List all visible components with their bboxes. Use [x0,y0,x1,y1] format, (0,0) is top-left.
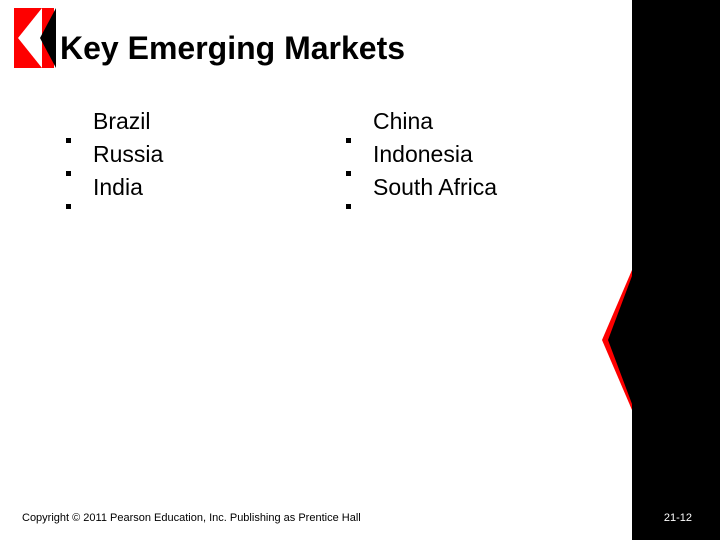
copyright-text: Copyright © 2011 Pearson Education, Inc.… [22,512,361,524]
list-item-label: Russia [93,141,163,168]
back-arrow-icon [14,8,54,68]
list-item: South Africa [340,174,620,201]
right-column: China Indonesia South Africa [340,108,620,207]
bullet-icon [66,138,71,143]
content-columns: Brazil Russia India China Indonesia Sout… [60,108,620,207]
list-item-label: Indonesia [373,141,473,168]
list-item-label: India [93,174,143,201]
right-black-strip [632,0,720,540]
bullet-icon [346,171,351,176]
list-item: Brazil [60,108,340,135]
left-column: Brazil Russia India [60,108,340,207]
bullet-icon [346,204,351,209]
bullet-icon [66,204,71,209]
list-item: Indonesia [340,141,620,168]
right-notch-black [608,276,632,404]
list-item-label: Brazil [93,108,151,135]
bullet-icon [66,171,71,176]
page-number: 21-12 [664,512,692,524]
bullet-icon [346,138,351,143]
list-item: Russia [60,141,340,168]
list-item: China [340,108,620,135]
list-item: India [60,174,340,201]
list-item-label: China [373,108,433,135]
list-item-label: South Africa [373,174,497,201]
slide-title: Key Emerging Markets [60,30,405,67]
